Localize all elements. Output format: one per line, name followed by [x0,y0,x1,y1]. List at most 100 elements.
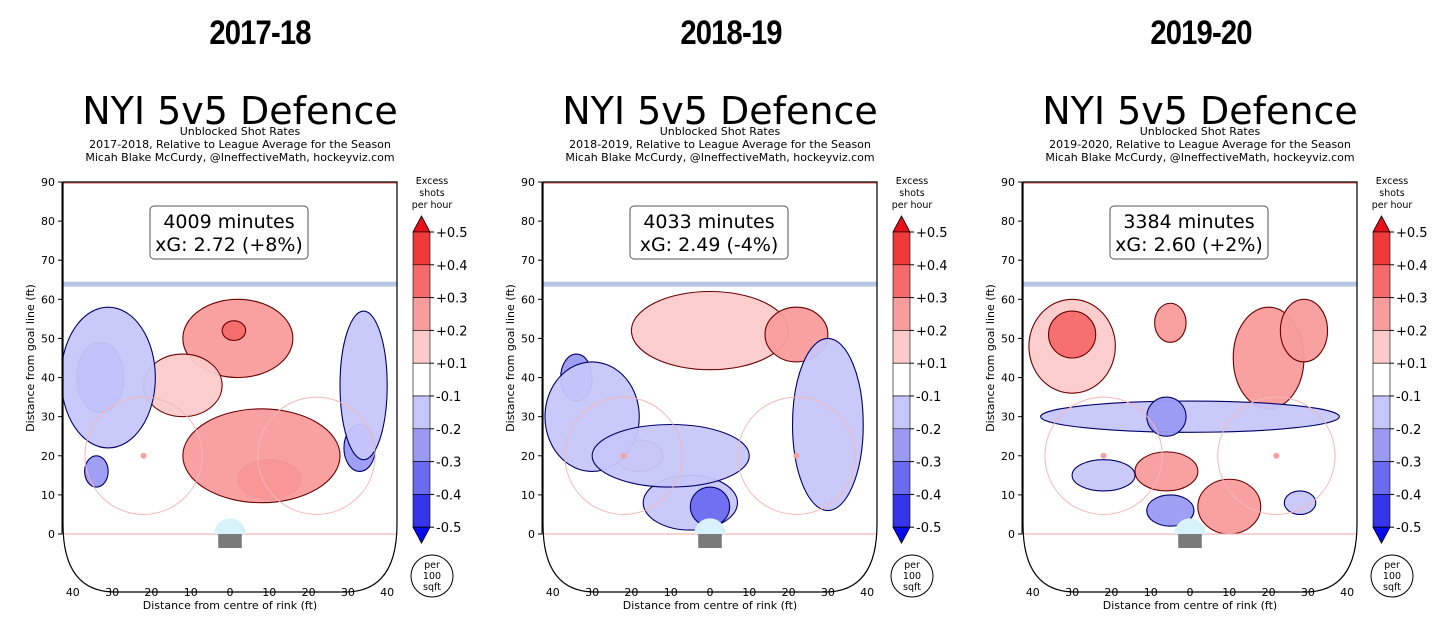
y-tick-label: 10 [1001,489,1015,502]
colorbar-label: +0.5 [436,226,468,241]
unit-circle [410,554,454,598]
x-tick-label: 20 [1262,586,1276,599]
colorbar-swatch [1372,330,1391,364]
season-heading-2019-20: 2019-20 [1150,14,1252,52]
colorbar-label: +0.3 [916,292,948,307]
x-tick-label: 10 [184,586,198,599]
season-heading-2018-19: 2018-19 [680,14,782,52]
colorbar-label: +0.5 [1396,226,1428,241]
chart-subtitle-line: Unblocked Shot Rates [1140,125,1261,138]
y-tick-label: 40 [41,372,55,385]
faceoff-circle-right [257,396,376,515]
chart-subtitle-line: Micah Blake McCurdy, @IneffectiveMath, h… [85,151,394,164]
density-region [1071,459,1136,492]
density-region [1279,298,1329,363]
y-tick-label: 0 [48,528,55,541]
colorbar-swatch [1372,461,1391,495]
colorbar-label: +0.4 [1396,259,1428,274]
minutes-label: 4033 minutes [643,211,774,233]
y-tick-label: 90 [41,176,55,189]
chart-subtitle-line: Micah Blake McCurdy, @IneffectiveMath, h… [1045,151,1354,164]
x-tick-label: 40 [1340,586,1354,599]
colorbar-label: -0.1 [916,390,941,405]
y-tick-label: 40 [1001,372,1015,385]
y-tick-label: 60 [1001,293,1015,306]
density-region [84,455,109,488]
y-tick-label: 50 [1001,332,1015,345]
colorbar-cap-bottom [412,526,431,545]
chart-subtitle-line: 2017-2018, Relative to League Average fo… [89,138,391,151]
colorbar-label: -0.2 [436,423,461,438]
colorbar-label: +0.2 [436,324,468,339]
colorbar-swatch [412,362,431,397]
y-tick-label: 30 [41,411,55,424]
colorbar-swatch [412,231,431,266]
colorbar-title: per hour [1372,200,1413,211]
chart-title: NYI 5v5 Defence [562,89,878,133]
chart-title: NYI 5v5 Defence [82,89,398,133]
y-tick-label: 90 [1001,176,1015,189]
unit-circle [890,554,934,598]
x-tick-label: 10 [742,586,756,599]
chart-panel-2018-19: NYI 5v5 Defence Unblocked Shot Rates 2018-… [480,88,960,627]
colorbar-swatch [1372,231,1391,266]
colorbar-swatch [412,297,431,331]
y-tick-label: 80 [521,215,535,228]
x-tick-label: 40 [380,586,394,599]
colorbar-swatch [1372,428,1391,462]
xg-label: xG: 2.49 (-4%) [640,234,779,256]
x-tick-label: 20 [624,586,638,599]
colorbar-swatch [892,494,911,528]
faceoff-dot-right [313,452,320,459]
density-region [1154,302,1187,343]
colorbar-swatch [1372,395,1391,430]
colorbar-swatch [412,395,431,430]
colorbar-cap-top [1372,215,1391,233]
chart-subtitle-line: Micah Blake McCurdy, @IneffectiveMath, h… [565,151,874,164]
goal-net [698,534,722,548]
colorbar-swatch [892,428,911,462]
goal-crease [694,518,726,534]
y-axis-label: Distance from goal line (ft) [24,284,37,432]
density-region [1146,494,1195,527]
density-region [1047,310,1097,359]
y-tick-label: 80 [41,215,55,228]
colorbar-swatch [1372,297,1391,331]
colorbar-swatch [412,428,431,462]
colorbar-label: +0.3 [436,292,468,307]
colorbar-swatch [892,362,911,397]
colorbar-label: +0.4 [916,259,948,274]
x-tick-label: 0 [227,586,234,599]
colorbar-swatch [892,330,911,364]
colorbar-swatch [892,264,911,298]
colorbar-label: -0.3 [916,456,941,471]
chart-panel-2017-18: NYI 5v5 Defence Unblocked Shot Rates 2017-… [0,88,480,627]
faceoff-dot-left [1100,452,1107,459]
colorbar-swatch [412,330,431,364]
chart-title: NYI 5v5 Defence [1042,89,1358,133]
density-region [63,306,156,449]
colorbar-swatch [892,395,911,430]
x-tick-label: 10 [1144,586,1158,599]
colorbar [412,215,431,545]
y-tick-label: 60 [41,293,55,306]
colorbar-title: Excess [1376,176,1408,187]
density-region [1197,478,1262,535]
rink-boards [1022,181,1358,593]
density-region [591,423,750,488]
chart-panel-2019-20: NYI 5v5 Defence Unblocked Shot Rates 2019-… [960,88,1440,627]
colorbar-label: -0.2 [916,423,941,438]
y-tick-label: 90 [521,176,535,189]
colorbar-label: +0.2 [916,324,948,339]
y-tick-label: 20 [1001,450,1015,463]
colorbar-swatch [892,461,911,495]
colorbar-label: -0.3 [1396,456,1421,471]
annotation-box [149,205,309,260]
density-region [791,337,864,512]
colorbar-cap-top [412,215,431,233]
faceoff-dot-right [1273,452,1280,459]
blue-line [1023,281,1357,287]
x-tick-label: 0 [1187,586,1194,599]
